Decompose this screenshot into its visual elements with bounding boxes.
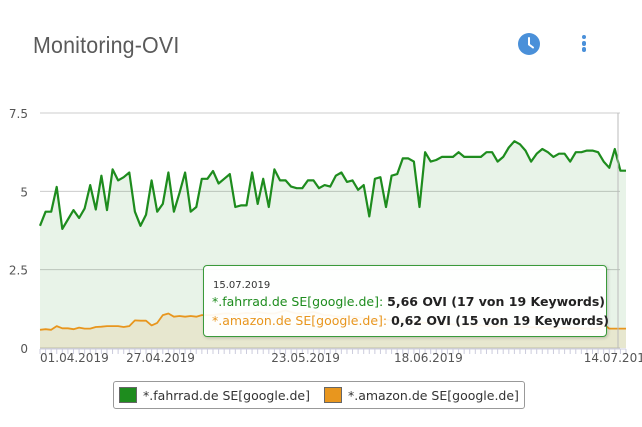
legend-item-fahrrad[interactable]: *.fahrrad.de SE[google.de] xyxy=(119,387,310,403)
legend-swatch xyxy=(119,387,138,403)
x-tick-label: 01.04.2019 xyxy=(40,351,109,365)
tooltip-date: 15.07.2019 xyxy=(213,280,271,291)
legend-item-amazon[interactable]: *.amazon.de SE[google.de] xyxy=(324,387,519,403)
y-tick-label: 7.5 xyxy=(9,107,28,121)
tooltip-row-fahrrad: *.fahrrad.de SE[google.de]: 5,66 OVI (17… xyxy=(212,294,605,309)
tooltip-series-value: 0,62 OVI (15 von 19 Keywords) xyxy=(391,313,609,328)
legend-swatch xyxy=(324,387,342,403)
tooltip-series-label: *.fahrrad.de SE[google.de]: xyxy=(212,294,384,309)
y-tick-label: 2.5 xyxy=(9,264,28,278)
widget-title: Monitoring-OVI xyxy=(33,32,180,58)
y-tick-label: 0 xyxy=(20,342,28,356)
legend-label: *.fahrrad.de SE[google.de] xyxy=(143,387,310,403)
tooltip-row-amazon: *.amazon.de SE[google.de]: 0,62 OVI (15 … xyxy=(212,313,609,328)
series-line xyxy=(38,140,626,230)
legend-label: *.amazon.de SE[google.de] xyxy=(348,387,519,403)
chart-tooltip: 15.07.2019 *.fahrrad.de SE[google.de]: 5… xyxy=(203,265,609,337)
x-tick-label: 27.04.2019 xyxy=(126,351,195,365)
tooltip-series-label: *.amazon.de SE[google.de]: xyxy=(212,313,388,328)
clock-icon[interactable] xyxy=(518,33,540,55)
x-tick-label: 23.05.2019 xyxy=(271,351,340,365)
x-tick-label: 18.06.2019 xyxy=(394,351,463,365)
chart-legend: *.fahrrad.de SE[google.de] *.amazon.de S… xyxy=(113,381,525,409)
more-vertical-icon[interactable] xyxy=(578,33,590,55)
tooltip-series-value: 5,66 OVI (17 von 19 Keywords) xyxy=(387,294,605,309)
x-tick-label: 14.07.2019 xyxy=(584,351,642,365)
y-tick-label: 5 xyxy=(20,185,28,199)
